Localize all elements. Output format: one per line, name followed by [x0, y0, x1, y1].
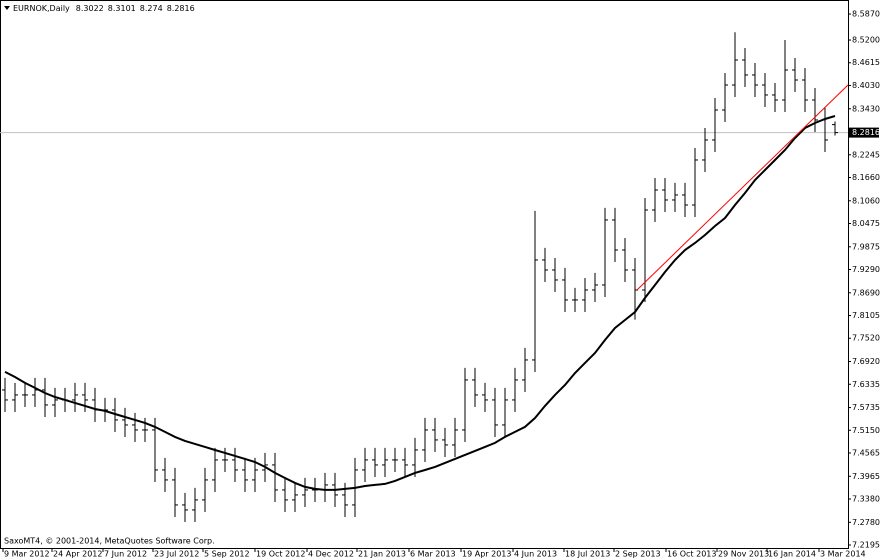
y-tick-label: 7.5150 — [852, 426, 880, 435]
trend-line — [636, 84, 848, 291]
symbol: EURNOK,Daily — [13, 4, 70, 13]
header-high: 8.3101 — [108, 4, 136, 13]
y-tick-label: 8.1060 — [852, 196, 880, 205]
y-tick-label: 7.2780 — [852, 518, 880, 527]
y-tick-label: 8.4615 — [852, 58, 880, 67]
x-tick-label: 21 Jan 2013 — [358, 550, 406, 559]
x-tick-label: 18 Jul 2013 — [565, 550, 610, 559]
x-tick-label: 4 Dec 2012 — [308, 550, 354, 559]
x-tick-label: 9 Mar 2012 — [4, 550, 50, 559]
plot-frame — [0, 0, 849, 549]
header-arrow — [4, 6, 10, 10]
y-tick-label: 7.6335 — [852, 380, 880, 389]
y-tick-label: 8.1660 — [852, 173, 880, 182]
header-open: 8.3022 — [76, 4, 104, 13]
x-tick-label: 4 Jun 2013 — [514, 550, 557, 559]
header-close: 8.2816 — [167, 4, 195, 13]
x-tick-label: 16 Jan 2014 — [768, 550, 816, 559]
y-tick-label: 8.0475 — [852, 219, 880, 228]
header-low: 8.274 — [140, 4, 163, 13]
x-tick-label: 3 Mar 2014 — [820, 550, 866, 559]
y-tick-label: 7.8690 — [852, 288, 880, 297]
y-tick-label: 7.9875 — [852, 242, 880, 251]
y-tick-label: 7.3965 — [852, 472, 880, 481]
x-tick-label: 16 Oct 2013 — [667, 550, 716, 559]
x-tick-label: 7 Jun 2012 — [104, 550, 147, 559]
x-tick-label: 24 Apr 2012 — [53, 550, 102, 559]
y-tick-label: 7.7520 — [852, 334, 880, 343]
plot-area — [2, 32, 848, 522]
y-tick-label: 7.8105 — [852, 311, 880, 320]
y-tick-label: 8.5870 — [852, 10, 880, 19]
x-tick-label: 23 Jul 2012 — [154, 550, 199, 559]
y-tick-label: 7.9290 — [852, 265, 880, 274]
moving-average — [4, 115, 836, 491]
header: EURNOK,Daily 8.3022 8.3101 8.274 8.2816 — [13, 4, 195, 13]
x-tick-label: 5 Sep 2012 — [204, 550, 250, 559]
y-tick-label: 7.4565 — [852, 448, 880, 457]
y-tick-label: 8.3430 — [852, 104, 880, 113]
y-tick-label: 7.2195 — [852, 541, 880, 550]
price-label: 8.2816 — [852, 128, 880, 137]
y-tick-label: 7.3380 — [852, 494, 880, 503]
y-tick-label: 8.2245 — [852, 150, 880, 159]
x-tick-label: 29 Nov 2013 — [718, 550, 769, 559]
x-tick-label: 19 Oct 2012 — [256, 550, 305, 559]
y-tick-label: 7.6920 — [852, 357, 880, 366]
footer: SaxoMT4, © 2001-2014, MetaQuotes Softwar… — [4, 537, 215, 546]
y-tick-label: 8.5200 — [852, 36, 880, 45]
price-label-box — [849, 127, 879, 138]
x-tick-label: 6 Mar 2013 — [410, 550, 456, 559]
y-tick-label: 7.5735 — [852, 403, 880, 412]
x-tick-label: 2 Sep 2013 — [615, 550, 661, 559]
y-tick-label: 8.4030 — [852, 81, 880, 90]
x-tick-label: 19 Apr 2013 — [462, 550, 511, 559]
